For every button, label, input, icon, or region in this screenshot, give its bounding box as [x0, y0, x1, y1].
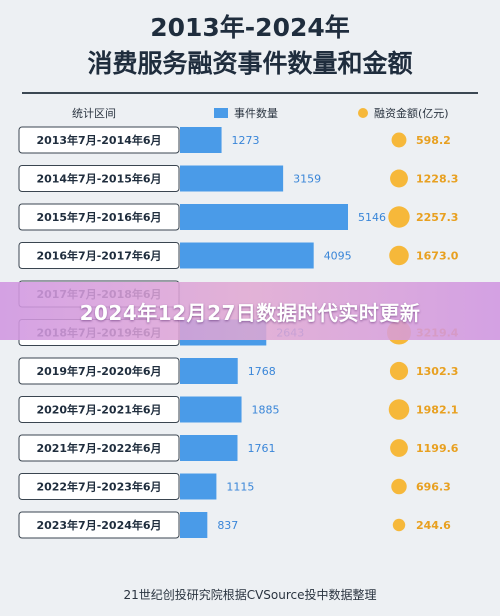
legend-amount-label: 融资金额(亿元) [374, 107, 449, 120]
category-label: 2014年7月-2015年6月 [36, 172, 161, 186]
amount-label: 1673.0 [416, 250, 459, 263]
amount-label: 598.2 [416, 134, 451, 147]
amount-circle [390, 169, 408, 188]
source-note: 21世纪创投研究院根据CVSource投中数据整理 [123, 588, 377, 602]
chart-title: 2013年-2024年 [150, 13, 350, 42]
category-box [18, 357, 180, 385]
amount-label: 1982.1 [416, 404, 458, 417]
legend-count: 事件数量 [214, 105, 278, 121]
category-label: 2023年7月-2024年6月 [36, 518, 161, 532]
count-label: 1273 [232, 134, 260, 147]
count-bar [180, 396, 242, 423]
banner-text: 2024年12月27日数据时代实时更新 [79, 300, 421, 325]
amount-label: 1302.3 [416, 365, 458, 378]
count-label: 1115 [226, 481, 254, 494]
legend-count-label: 事件数量 [234, 107, 278, 120]
amount-circle [389, 361, 409, 381]
amount-circle [389, 245, 409, 266]
amount-circle [388, 206, 410, 228]
count-bar [180, 204, 348, 230]
legend-amount: 融资金额(亿元) [358, 105, 449, 121]
chart-area: 2013年7月-2014年6月 1273 598.2 2014年7月-2015年6月 3… [18, 126, 459, 539]
amount-circle [392, 518, 406, 532]
count-label: 1768 [248, 365, 276, 378]
count-bar [180, 127, 222, 153]
chart-subtitle: 消费服务融资事件数量和金额 [87, 49, 413, 78]
count-bar [180, 512, 208, 538]
amount-circle [390, 439, 408, 457]
header-category: 统计区间 [72, 107, 116, 120]
count-label: 3159 [293, 173, 321, 186]
amount-circle [391, 132, 407, 148]
watermark-banner: 2024年12月27日数据时代实时更新 [0, 282, 500, 340]
count-bar [180, 473, 217, 500]
category-label: 2019年7月-2020年6月 [36, 364, 161, 378]
category-label: 2022年7月-2023年6月 [36, 480, 161, 494]
category-label: 2020年7月-2021年6月 [36, 403, 161, 417]
legend-count-swatch [214, 108, 228, 118]
count-label: 1885 [252, 404, 280, 417]
count-bar [180, 435, 238, 461]
category-label: 2021年7月-2022年6月 [36, 441, 161, 455]
amount-label: 1228.3 [416, 173, 458, 186]
count-bar [180, 165, 284, 192]
category-label: 2013年7月-2014年6月 [36, 133, 161, 147]
category-label: 2015年7月-2016年6月 [36, 210, 161, 224]
count-bar [180, 242, 314, 269]
count-label: 837 [217, 519, 238, 532]
category-box [18, 396, 180, 423]
amount-circle [391, 478, 407, 495]
category-label: 2016年7月-2017年6月 [36, 249, 161, 263]
category-box [18, 203, 180, 231]
amount-circle [388, 399, 410, 420]
amount-label: 244.6 [416, 519, 451, 532]
amount-label: 1199.6 [416, 442, 459, 455]
category-box [18, 242, 180, 269]
count-label: 5146 [358, 211, 386, 224]
amount-label: 2257.3 [416, 211, 458, 224]
category-box [18, 165, 180, 192]
count-label: 1761 [247, 442, 275, 455]
category-box [18, 473, 180, 500]
count-bar [180, 358, 238, 384]
category-box [18, 126, 180, 154]
legend-amount-swatch [358, 108, 368, 118]
count-label: 4095 [324, 250, 352, 263]
title-rule [22, 92, 478, 94]
category-box [18, 511, 180, 539]
amount-label: 696.3 [416, 481, 451, 494]
category-box [18, 434, 180, 462]
